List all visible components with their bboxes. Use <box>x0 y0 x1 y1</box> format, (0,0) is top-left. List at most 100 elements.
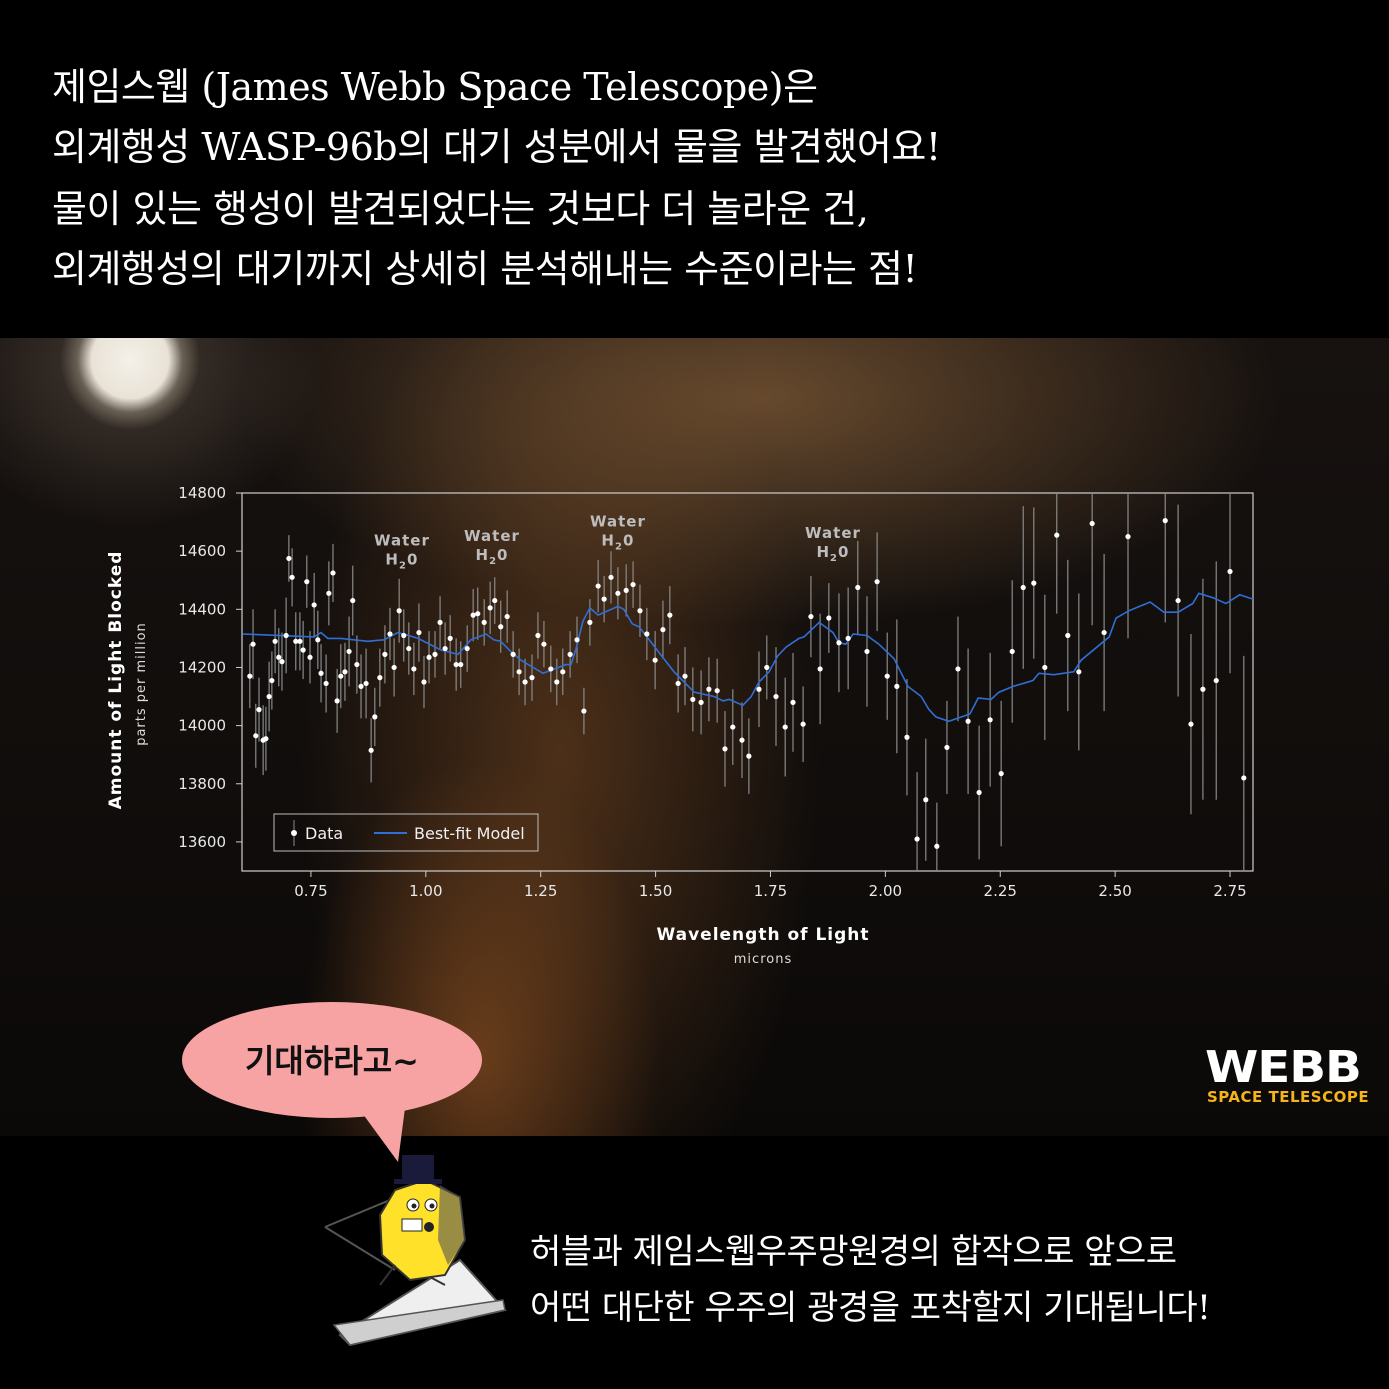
headline-line-1: 제임스웹 (James Webb Space Telescope)은 <box>52 65 818 109</box>
data-point <box>652 657 658 663</box>
data-point <box>368 747 374 753</box>
data-point <box>300 647 306 653</box>
data-point <box>442 645 448 652</box>
data-point <box>845 635 851 641</box>
data-point <box>808 613 814 620</box>
data-point <box>406 645 412 652</box>
data-point <box>987 717 993 723</box>
data-point <box>272 638 278 644</box>
data-point <box>387 631 393 637</box>
data-point <box>1065 632 1071 639</box>
data-point <box>1042 664 1048 671</box>
data-point <box>1089 520 1095 527</box>
data-point <box>447 635 453 641</box>
data-point <box>690 696 696 703</box>
data-point <box>944 744 950 751</box>
data-point <box>504 613 510 620</box>
data-point <box>411 666 417 672</box>
data-point <box>346 648 352 655</box>
data-point <box>1125 534 1131 540</box>
data-point <box>706 686 712 692</box>
water-annotation-formula: H20 <box>476 546 509 567</box>
legend-frame <box>273 813 539 852</box>
data-point <box>698 699 704 705</box>
data-point <box>764 664 770 671</box>
data-point <box>437 619 443 625</box>
water-annotation-formula: H20 <box>816 543 849 564</box>
y-tick-label: 14400 <box>178 600 226 618</box>
data-point <box>283 632 289 639</box>
data-point <box>354 661 360 668</box>
data-point <box>998 770 1004 777</box>
data-point <box>601 596 607 602</box>
y-tick-label: 14000 <box>178 717 226 735</box>
water-annotation-title: Water <box>805 524 861 542</box>
data-point <box>1241 775 1247 781</box>
water-annotation-title: Water <box>374 531 430 549</box>
data-point <box>338 673 344 679</box>
data-point <box>421 679 427 685</box>
data-point <box>623 587 629 594</box>
data-point <box>326 590 332 596</box>
data-point <box>330 570 336 576</box>
webb-telescope-mascot-icon <box>324 1155 507 1347</box>
data-point <box>334 698 340 704</box>
data-point <box>363 680 369 687</box>
data-point <box>350 597 356 604</box>
data-point <box>307 654 313 660</box>
data-point <box>1213 677 1219 684</box>
data-point <box>567 651 573 657</box>
speech-bubble-tail <box>360 1108 405 1162</box>
data-point <box>470 612 476 618</box>
data-point <box>396 608 402 614</box>
data-point <box>855 584 861 591</box>
data-point <box>756 686 762 692</box>
data-point <box>1200 686 1206 692</box>
data-point <box>874 579 880 585</box>
data-point <box>276 654 282 660</box>
data-point <box>934 843 940 849</box>
x-axis-subtitle: microns <box>734 952 792 967</box>
y-tick-label: 14200 <box>178 658 226 676</box>
x-tick-label: 2.75 <box>1213 882 1246 900</box>
x-tick-label: 1.50 <box>639 882 672 900</box>
x-tick-label: 1.75 <box>754 882 787 900</box>
data-point <box>382 651 388 657</box>
data-point <box>884 673 890 679</box>
data-point <box>377 675 383 681</box>
data-point <box>608 574 614 580</box>
data-point <box>615 590 621 596</box>
y-tick-label: 14800 <box>178 484 226 502</box>
data-point <box>498 624 504 630</box>
data-point <box>487 605 493 611</box>
data-point <box>864 648 870 655</box>
data-point <box>481 619 487 625</box>
x-tick-label: 1.00 <box>409 882 442 900</box>
data-point <box>458 661 464 668</box>
data-point <box>826 615 832 621</box>
data-point <box>1076 669 1082 675</box>
webb-logo: WEBB <box>1205 1042 1362 1093</box>
data-point <box>1020 584 1026 591</box>
data-point <box>311 602 317 608</box>
x-tick-label: 1.25 <box>524 882 557 900</box>
data-point <box>682 673 688 679</box>
data-point <box>976 789 982 796</box>
data-point <box>904 734 910 740</box>
data-point <box>253 733 259 739</box>
data-point <box>894 683 900 689</box>
data-point <box>535 632 541 639</box>
x-tick-label: 0.75 <box>294 882 327 900</box>
data-point <box>358 683 364 689</box>
data-point <box>293 638 299 644</box>
legend: Data Best-fit Model <box>273 813 539 852</box>
y-tick-label: 13800 <box>178 775 226 793</box>
y-axis: 13600 13800 14000 14200 14400 14600 14800 <box>178 484 242 851</box>
data-point <box>372 714 378 720</box>
plot-frame <box>241 492 1254 872</box>
footer-line-1: 허블과 제임스웹우주망원경의 합작으로 앞으로 <box>530 1232 1177 1272</box>
x-axis: 0.75 1.00 1.25 1.50 1.75 2.00 2.25 2.50 2.75 <box>294 871 1247 900</box>
data-point <box>297 638 303 644</box>
data-point <box>522 679 528 685</box>
